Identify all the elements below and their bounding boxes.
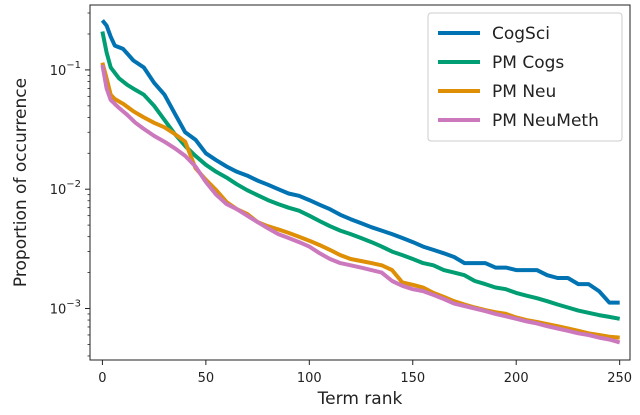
x-axis-label: Term rank <box>317 389 403 409</box>
x-tick-label-4: 200 <box>504 371 529 386</box>
plot-frame <box>89 4 631 361</box>
x-tick-label-5: 250 <box>607 371 632 386</box>
legend-box <box>427 12 623 142</box>
legend-label-2: PM Neu <box>492 82 556 102</box>
x-tick-label-0: 0 <box>98 371 106 386</box>
y-axis-label: Proportion of occurrence <box>11 78 31 287</box>
y-tick-label-0: 10−1 <box>50 60 81 79</box>
x-tick-label-1: 50 <box>198 371 215 386</box>
series-group <box>100 19 621 345</box>
y-axis: 10−1 10−2 10−3 <box>50 12 90 357</box>
series-line-1 <box>100 31 621 321</box>
legend-label-3: PM NeuMeth <box>492 111 599 131</box>
y-tick-label-2: 10−3 <box>50 298 81 317</box>
legend-label-0: CogSci <box>492 24 550 44</box>
series-line-3 <box>100 64 621 345</box>
series-line-0 <box>100 19 620 305</box>
x-axis: 0 50 100 150 200 250 <box>98 360 632 386</box>
legend-label-1: PM Cogs <box>492 53 564 73</box>
legend: CogSci PM Cogs PM Neu PM NeuMeth <box>427 12 623 142</box>
x-tick-label-2: 100 <box>297 371 322 386</box>
x-tick-label-3: 150 <box>400 371 425 386</box>
y-tick-label-1: 10−2 <box>50 179 81 198</box>
